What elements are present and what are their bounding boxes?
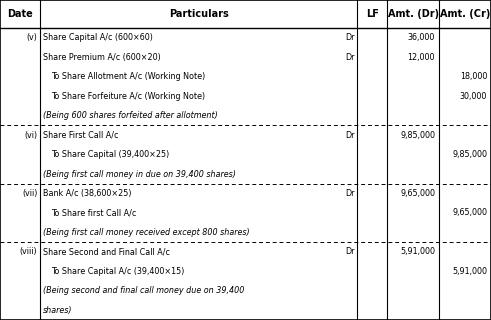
Text: (Being 600 shares forfeited after allotment): (Being 600 shares forfeited after allotm… [43,111,218,120]
Text: (v): (v) [27,33,37,42]
Text: To Share Forfeiture A/c (Working Note): To Share Forfeiture A/c (Working Note) [51,92,205,101]
Text: (vii): (vii) [22,189,37,198]
Text: 36,000: 36,000 [408,33,435,42]
Text: 5,91,000: 5,91,000 [400,247,435,256]
Text: Dr: Dr [346,131,355,140]
Text: Date: Date [7,9,33,19]
Text: Dr: Dr [346,33,355,42]
Text: Share Second and Final Call A/c: Share Second and Final Call A/c [43,247,170,256]
Text: Particulars: Particulars [169,9,229,19]
Text: To Share first Call A/c: To Share first Call A/c [51,209,136,218]
Text: To Share Allotment A/c (Working Note): To Share Allotment A/c (Working Note) [51,72,205,81]
Text: Amt. (Dr): Amt. (Dr) [387,9,439,19]
Text: Share Capital A/c (600×60): Share Capital A/c (600×60) [43,33,153,42]
Text: To Share Capital (39,400×25): To Share Capital (39,400×25) [51,150,169,159]
Text: (Being first call money in due on 39,400 shares): (Being first call money in due on 39,400… [43,170,236,179]
Text: (Being second and final call money due on 39,400: (Being second and final call money due o… [43,286,245,295]
Text: Bank A/c (38,600×25): Bank A/c (38,600×25) [43,189,132,198]
Text: To Share Capital A/c (39,400×15): To Share Capital A/c (39,400×15) [51,267,185,276]
Text: Dr: Dr [346,189,355,198]
Text: Share Premium A/c (600×20): Share Premium A/c (600×20) [43,53,161,62]
Text: 5,91,000: 5,91,000 [452,267,487,276]
Text: (vi): (vi) [24,131,37,140]
Text: 12,000: 12,000 [408,53,435,62]
Text: 18,000: 18,000 [460,72,487,81]
Text: Dr: Dr [346,53,355,62]
Text: (viii): (viii) [20,247,37,256]
Text: Share First Call A/c: Share First Call A/c [43,131,119,140]
Text: LF: LF [366,9,379,19]
Text: 9,65,000: 9,65,000 [452,209,487,218]
Text: 9,65,000: 9,65,000 [400,189,435,198]
Text: 9,85,000: 9,85,000 [452,150,487,159]
Text: Amt. (Cr): Amt. (Cr) [440,9,490,19]
Text: Dr: Dr [346,247,355,256]
Text: 9,85,000: 9,85,000 [400,131,435,140]
Text: shares): shares) [43,306,73,315]
Text: 30,000: 30,000 [460,92,487,101]
Text: (Being first call money received except 800 shares): (Being first call money received except … [43,228,250,237]
